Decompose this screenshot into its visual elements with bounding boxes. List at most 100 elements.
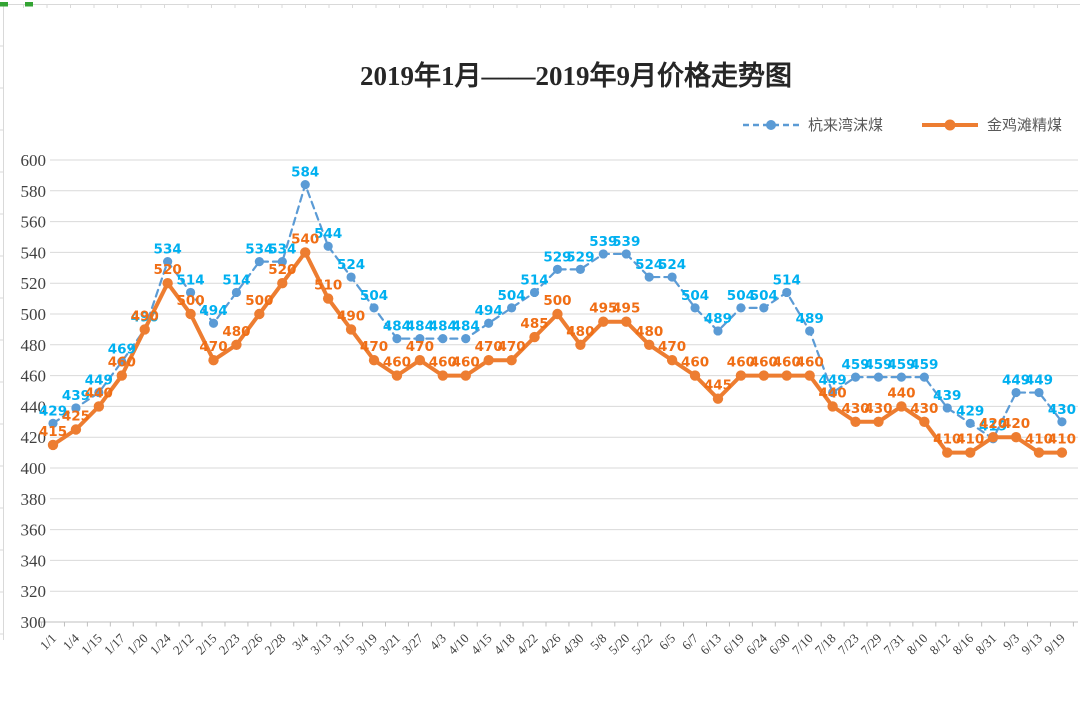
- legend-item-jinjitan[interactable]: 金鸡滩精煤: [921, 114, 1062, 135]
- data-point-marker: [93, 401, 105, 412]
- data-label: 460: [429, 355, 457, 371]
- data-label: 504: [681, 288, 709, 304]
- data-point-marker: [231, 339, 242, 350]
- data-point-marker: [598, 249, 608, 259]
- data-point-marker: [919, 416, 930, 427]
- data-label: 425: [62, 409, 90, 425]
- data-point-marker: [987, 432, 999, 443]
- data-label: 584: [291, 165, 319, 181]
- data-point-marker: [942, 447, 953, 458]
- data-point-marker: [873, 372, 884, 382]
- data-label: 470: [360, 339, 388, 355]
- data-point-marker: [414, 355, 426, 366]
- data-label: 470: [406, 339, 434, 355]
- data-label: 429: [39, 403, 67, 419]
- data-point-marker: [1033, 447, 1045, 458]
- x-tick-label: 9/19: [1041, 631, 1068, 658]
- data-point-marker: [735, 370, 747, 381]
- data-point-marker: [139, 324, 150, 335]
- data-label: 445: [704, 378, 732, 394]
- data-label: 504: [498, 288, 526, 304]
- data-point-marker: [552, 308, 563, 320]
- data-label: 504: [750, 288, 778, 304]
- x-tick-label: 7/29: [858, 631, 885, 658]
- data-label: 410: [956, 432, 984, 448]
- x-tick-label: 9/13: [1018, 631, 1045, 658]
- y-tick-label: 380: [21, 490, 47, 509]
- data-point-marker: [117, 357, 127, 367]
- data-label: 440: [819, 385, 847, 401]
- data-point-marker: [621, 249, 631, 259]
- x-tick-label: 5/22: [628, 631, 655, 658]
- data-point-marker: [598, 316, 609, 327]
- dashed-line-dot-marker-icon: [743, 119, 799, 130]
- y-tick-label: 560: [21, 213, 47, 232]
- data-point-marker: [850, 416, 861, 427]
- x-tick-label: 1/17: [101, 630, 128, 657]
- data-point-marker: [805, 326, 815, 336]
- data-point-marker: [369, 303, 379, 313]
- data-point-marker: [322, 293, 334, 304]
- data-label: 529: [566, 249, 594, 265]
- data-point-marker: [185, 287, 196, 298]
- data-label: 510: [314, 278, 342, 294]
- data-point-marker: [323, 241, 333, 251]
- data-point-marker: [1057, 417, 1067, 427]
- x-tick-label: 4/3: [427, 631, 449, 653]
- x-tick-label: 3/4: [289, 630, 312, 653]
- data-point-marker: [94, 387, 104, 398]
- x-tick-label: 2/26: [239, 630, 266, 657]
- y-tick-label: 460: [21, 367, 47, 386]
- x-tick-label: 8/31: [972, 631, 999, 658]
- data-label: 514: [520, 272, 548, 288]
- x-tick-label: 1/1: [37, 631, 59, 653]
- data-point-marker: [71, 403, 81, 413]
- y-tick-label: 300: [21, 613, 47, 632]
- data-label: 520: [154, 262, 182, 278]
- data-label: 495: [612, 301, 640, 317]
- x-tick-label: 6/7: [679, 630, 702, 653]
- legend-item-hanglaiwan[interactable]: 杭来湾沫煤: [742, 114, 883, 135]
- data-label: 430: [841, 401, 869, 417]
- data-point-marker: [208, 318, 219, 328]
- x-tick-label: 6/13: [697, 631, 724, 658]
- data-point-marker: [712, 393, 724, 404]
- data-label: 429: [956, 403, 984, 419]
- chart-title: 2019年1月——2019年9月价格走势图: [360, 61, 792, 91]
- data-point-marker: [666, 355, 678, 366]
- y-tick-label: 360: [21, 521, 47, 540]
- data-point-marker: [643, 339, 655, 350]
- data-label: 430: [1048, 402, 1076, 418]
- data-point-marker: [438, 334, 448, 344]
- y-tick-label: 600: [21, 151, 47, 170]
- data-label: 459: [910, 357, 938, 373]
- data-label: 489: [796, 311, 824, 327]
- data-point-marker: [828, 387, 838, 398]
- data-point-marker: [70, 424, 82, 435]
- data-point-marker: [529, 331, 540, 343]
- y-tick-label: 420: [21, 428, 47, 447]
- data-label: 459: [887, 357, 915, 373]
- selection-handle: [0, 2, 8, 7]
- data-point-marker: [254, 257, 264, 267]
- x-tick-label: 4/18: [491, 631, 518, 658]
- data-labels-jinjitan: 4154254404604905205004704805005205405104…: [39, 231, 1076, 447]
- x-tick-label: 8/16: [949, 630, 976, 657]
- data-point-marker: [896, 372, 907, 382]
- x-tick-label: 3/21: [376, 631, 403, 658]
- data-point-marker: [689, 370, 701, 381]
- x-tick-label: 5/20: [605, 631, 632, 658]
- data-label: 460: [681, 355, 709, 371]
- data-point-marker: [116, 370, 127, 381]
- data-point-marker: [896, 401, 907, 412]
- data-point-marker: [1056, 447, 1068, 458]
- data-label: 449: [1002, 373, 1030, 389]
- data-label: 410: [933, 432, 961, 448]
- y-tick-label: 440: [21, 397, 47, 416]
- data-label: 495: [589, 301, 617, 317]
- data-label: 480: [635, 324, 663, 340]
- worksheet-frame: [0, 2, 1080, 640]
- y-tick-label: 480: [21, 336, 47, 355]
- data-point-marker: [621, 316, 632, 327]
